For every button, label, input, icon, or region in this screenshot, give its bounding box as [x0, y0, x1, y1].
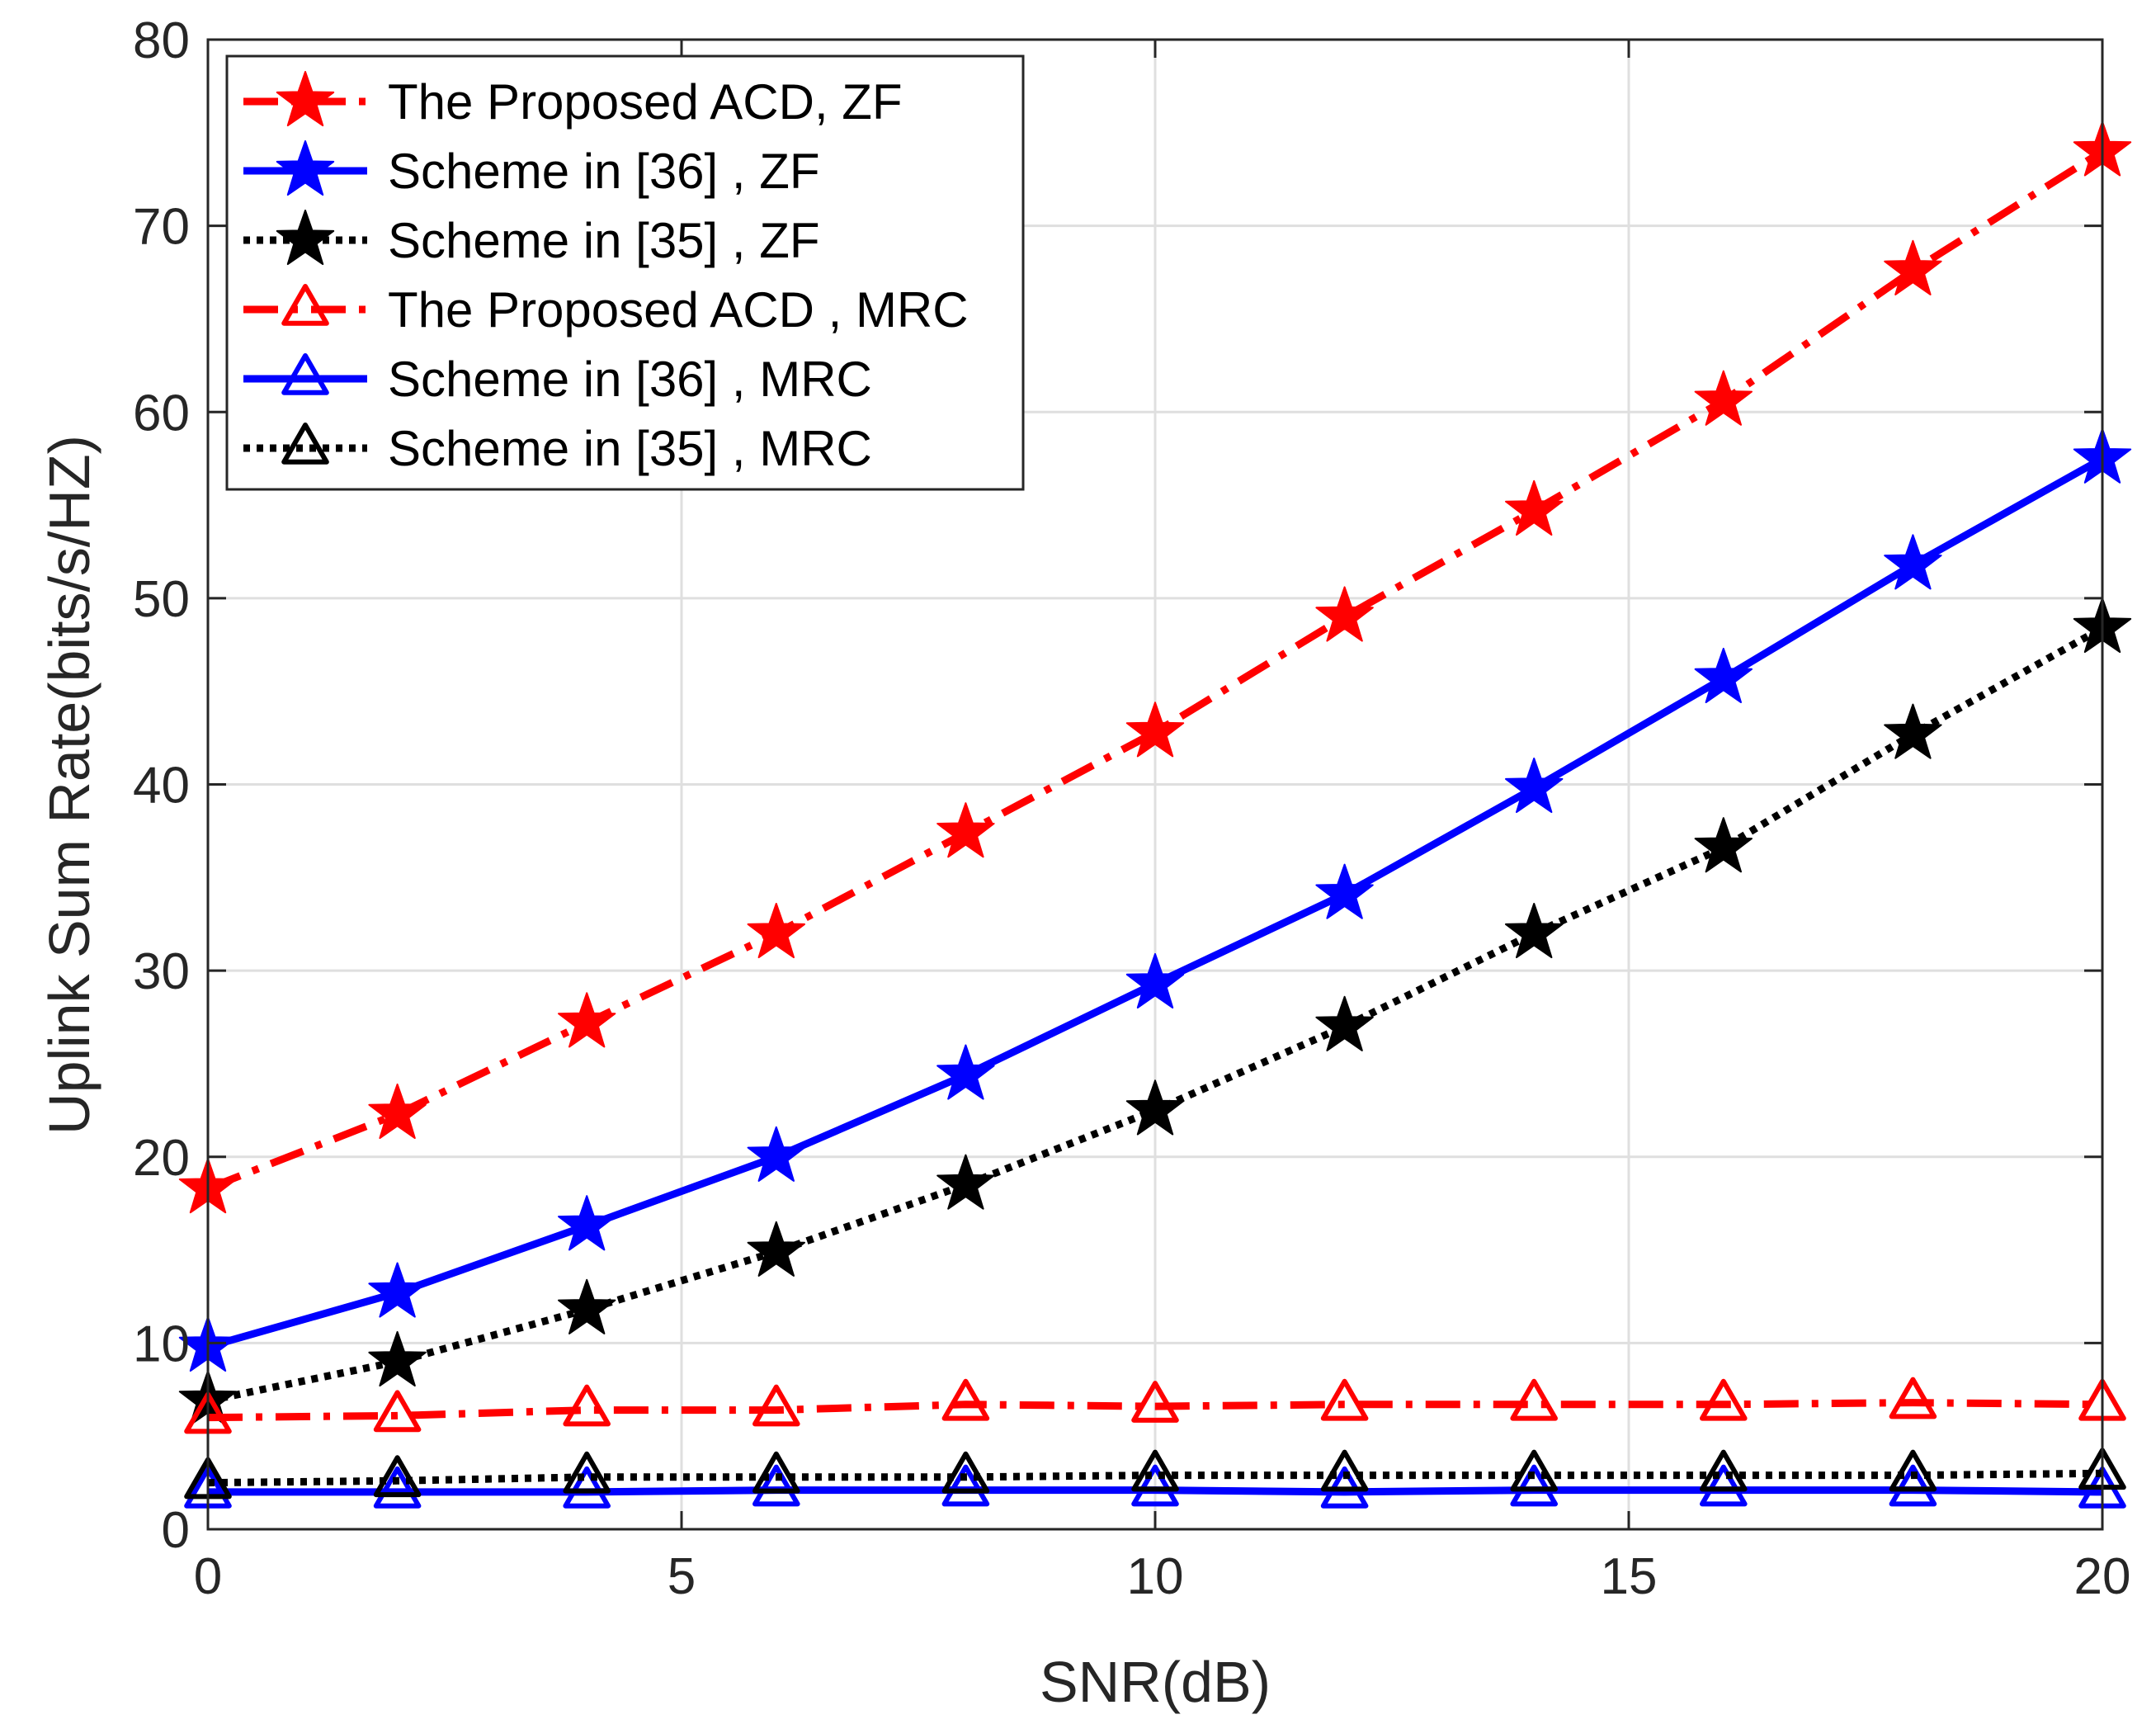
y-axis-title: Uplink Sum Rate(bits/s/HZ) — [37, 435, 101, 1135]
legend-item: The Proposed ACD, ZF — [243, 71, 903, 130]
data-point-marker — [373, 1466, 422, 1509]
legend-marker — [276, 140, 335, 196]
legend: The Proposed ACD, ZF Scheme in [36] , ZF S… — [225, 54, 1025, 491]
series-5 — [184, 1448, 2126, 1500]
data-point-marker — [936, 802, 995, 858]
data-point-marker — [558, 1195, 616, 1251]
data-point-marker — [1131, 1464, 1179, 1507]
data-point-marker — [1510, 1464, 1558, 1507]
data-point-marker — [752, 1464, 800, 1507]
data-point-marker — [1889, 1449, 1937, 1492]
y-tick-label: 80 — [133, 12, 190, 69]
data-point-marker — [563, 1466, 611, 1509]
data-point-marker — [1315, 863, 1374, 919]
data-point-marker — [1315, 586, 1374, 642]
x-tick-label: 5 — [668, 1548, 696, 1605]
y-tick-label: 30 — [133, 943, 190, 1000]
data-point-marker — [1505, 758, 1564, 814]
data-point-marker — [1131, 1449, 1179, 1492]
legend-label: Scheme in [35] , MRC — [388, 421, 872, 476]
legend-marker — [281, 423, 329, 465]
data-point-marker — [368, 1262, 427, 1318]
grid-lines — [208, 40, 2102, 1529]
legend-marker — [281, 284, 329, 326]
data-point-marker — [1320, 1378, 1369, 1421]
data-point-marker — [1125, 952, 1185, 1008]
data-point-marker — [1125, 701, 1185, 758]
data-point-marker — [747, 903, 805, 959]
data-point-marker — [1315, 995, 1374, 1051]
data-point-marker — [1505, 479, 1564, 536]
data-point-marker — [1884, 239, 1942, 295]
legend-item: Scheme in [35] , MRC — [243, 421, 872, 476]
legend-item: Scheme in [36] , MRC — [243, 352, 872, 407]
legend-item: The Proposed ACD , MRC — [243, 282, 969, 338]
x-tick-label: 15 — [1601, 1548, 1658, 1605]
data-point-marker — [936, 1044, 995, 1100]
y-tick-label: 50 — [133, 571, 190, 628]
data-point-marker — [1700, 1449, 1748, 1492]
data-point-marker — [558, 992, 616, 1048]
data-point-marker — [1131, 1381, 1179, 1423]
data-point-marker — [1700, 1464, 1748, 1507]
data-point-marker — [1125, 1079, 1185, 1136]
data-point-marker — [1510, 1449, 1558, 1492]
data-point-marker — [1694, 370, 1753, 426]
legend-marker — [276, 210, 335, 266]
x-axis-title: SNR(dB) — [1040, 1650, 1271, 1714]
data-point-marker — [558, 1278, 616, 1334]
x-tick-label: 0 — [194, 1548, 222, 1605]
y-tick-label: 10 — [133, 1315, 190, 1372]
legend-label: Scheme in [35] , ZF — [388, 213, 820, 268]
y-tick-label: 0 — [162, 1502, 190, 1559]
data-point-marker — [941, 1464, 990, 1507]
series-layer — [178, 120, 2132, 1509]
data-point-marker — [1700, 1378, 1748, 1421]
y-tick-label: 40 — [133, 758, 190, 815]
data-point-marker — [1694, 817, 1753, 873]
legend-marker — [281, 353, 329, 395]
legend-label: The Proposed ACD, ZF — [388, 74, 903, 130]
data-point-marker — [1884, 534, 1942, 590]
data-point-marker — [368, 1330, 427, 1387]
data-point-marker — [941, 1451, 990, 1494]
data-point-marker — [1505, 903, 1564, 959]
y-tick-label: 60 — [133, 385, 190, 442]
legend-label: Scheme in [36] , MRC — [388, 352, 872, 407]
data-point-marker — [1889, 1464, 1937, 1507]
data-point-marker — [1884, 703, 1942, 759]
data-point-marker — [941, 1378, 990, 1421]
data-point-marker — [752, 1451, 800, 1494]
series-3 — [184, 1377, 2126, 1434]
legend-box — [225, 54, 1025, 491]
data-point-marker — [563, 1451, 611, 1494]
legend-label: The Proposed ACD , MRC — [388, 282, 969, 338]
legend-label: Scheme in [36] , ZF — [388, 144, 820, 199]
legend-item: Scheme in [35] , ZF — [243, 210, 820, 268]
data-point-marker — [373, 1455, 422, 1498]
data-point-marker — [1510, 1378, 1558, 1421]
data-point-marker — [747, 1126, 805, 1182]
data-point-marker — [1694, 647, 1753, 703]
data-point-marker — [373, 1390, 422, 1433]
y-tick-label: 20 — [133, 1130, 190, 1187]
x-tick-label: 10 — [1127, 1548, 1184, 1605]
data-point-marker — [1320, 1449, 1369, 1492]
y-tick-label: 70 — [133, 199, 190, 256]
axis-ticks: 0 5 10 15 20 0 10 20 30 40 50 60 70 80 — [133, 12, 2130, 1605]
data-point-marker — [747, 1221, 805, 1277]
data-point-marker — [752, 1384, 800, 1427]
data-point-marker — [563, 1384, 611, 1427]
legend-item: Scheme in [36] , ZF — [243, 140, 820, 199]
x-tick-label: 20 — [2074, 1548, 2131, 1605]
data-point-marker — [1889, 1377, 1937, 1419]
data-point-marker — [936, 1154, 995, 1210]
series-line — [207, 1399, 2103, 1422]
data-point-marker — [368, 1083, 427, 1139]
series-line — [206, 148, 2105, 1193]
legend-marker — [276, 71, 335, 127]
